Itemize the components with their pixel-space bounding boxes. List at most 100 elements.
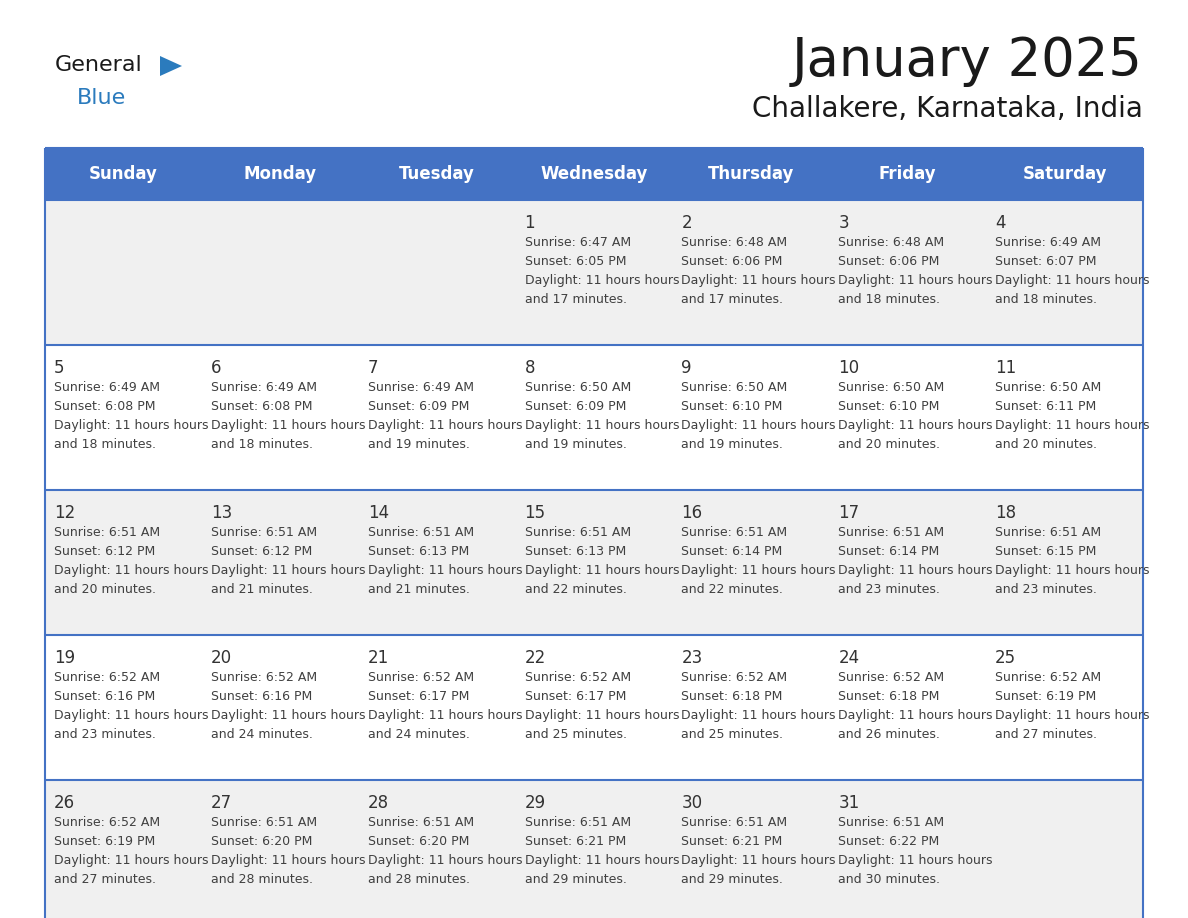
Text: 19: 19 xyxy=(53,649,75,667)
Text: and 19 minutes.: and 19 minutes. xyxy=(682,438,783,451)
Text: Sunset: 6:14 PM: Sunset: 6:14 PM xyxy=(839,545,940,558)
Text: and 18 minutes.: and 18 minutes. xyxy=(839,293,940,306)
Text: Sunset: 6:21 PM: Sunset: 6:21 PM xyxy=(682,835,783,848)
Text: Sunrise: 6:52 AM: Sunrise: 6:52 AM xyxy=(839,671,944,684)
Text: Daylight: 11 hours hours: Daylight: 11 hours hours xyxy=(210,419,366,432)
Text: Sunrise: 6:51 AM: Sunrise: 6:51 AM xyxy=(839,816,944,829)
Text: Daylight: 11 hours hours: Daylight: 11 hours hours xyxy=(839,564,993,577)
Text: Sunset: 6:15 PM: Sunset: 6:15 PM xyxy=(996,545,1097,558)
Text: Sunset: 6:20 PM: Sunset: 6:20 PM xyxy=(210,835,312,848)
Bar xyxy=(986,148,1143,200)
Text: Sunday: Sunday xyxy=(89,165,158,183)
Text: Sunset: 6:09 PM: Sunset: 6:09 PM xyxy=(525,400,626,413)
Text: Sunrise: 6:48 AM: Sunrise: 6:48 AM xyxy=(682,236,788,249)
Text: Daylight: 11 hours hours: Daylight: 11 hours hours xyxy=(996,564,1150,577)
Bar xyxy=(45,780,1143,918)
Text: Sunrise: 6:50 AM: Sunrise: 6:50 AM xyxy=(996,381,1101,394)
Text: Sunset: 6:14 PM: Sunset: 6:14 PM xyxy=(682,545,783,558)
Text: and 17 minutes.: and 17 minutes. xyxy=(682,293,783,306)
Text: January 2025: January 2025 xyxy=(792,35,1143,87)
Text: and 18 minutes.: and 18 minutes. xyxy=(53,438,156,451)
Text: Sunset: 6:18 PM: Sunset: 6:18 PM xyxy=(839,690,940,703)
Text: Sunset: 6:12 PM: Sunset: 6:12 PM xyxy=(210,545,312,558)
Text: 18: 18 xyxy=(996,504,1016,522)
Text: 13: 13 xyxy=(210,504,232,522)
Text: 17: 17 xyxy=(839,504,859,522)
Text: Sunset: 6:08 PM: Sunset: 6:08 PM xyxy=(53,400,156,413)
Text: Sunrise: 6:49 AM: Sunrise: 6:49 AM xyxy=(53,381,160,394)
Text: 12: 12 xyxy=(53,504,75,522)
Text: 15: 15 xyxy=(525,504,545,522)
Text: Sunrise: 6:47 AM: Sunrise: 6:47 AM xyxy=(525,236,631,249)
Text: and 26 minutes.: and 26 minutes. xyxy=(839,728,940,741)
Text: and 21 minutes.: and 21 minutes. xyxy=(368,583,469,596)
Text: Sunset: 6:21 PM: Sunset: 6:21 PM xyxy=(525,835,626,848)
Text: and 19 minutes.: and 19 minutes. xyxy=(525,438,626,451)
Bar xyxy=(45,635,1143,780)
Text: Monday: Monday xyxy=(244,165,317,183)
Text: 14: 14 xyxy=(368,504,388,522)
Text: and 28 minutes.: and 28 minutes. xyxy=(210,873,312,886)
Text: Sunset: 6:13 PM: Sunset: 6:13 PM xyxy=(368,545,469,558)
Text: Sunset: 6:12 PM: Sunset: 6:12 PM xyxy=(53,545,156,558)
Text: Daylight: 11 hours hours: Daylight: 11 hours hours xyxy=(210,709,366,722)
Text: Daylight: 11 hours hours: Daylight: 11 hours hours xyxy=(368,854,523,867)
Text: Sunset: 6:10 PM: Sunset: 6:10 PM xyxy=(839,400,940,413)
Text: Daylight: 11 hours hours: Daylight: 11 hours hours xyxy=(525,419,680,432)
Text: Daylight: 11 hours hours: Daylight: 11 hours hours xyxy=(839,709,993,722)
Text: and 25 minutes.: and 25 minutes. xyxy=(525,728,626,741)
Text: 1: 1 xyxy=(525,214,536,232)
Text: Sunset: 6:07 PM: Sunset: 6:07 PM xyxy=(996,255,1097,268)
Text: and 27 minutes.: and 27 minutes. xyxy=(996,728,1098,741)
Text: Sunrise: 6:49 AM: Sunrise: 6:49 AM xyxy=(996,236,1101,249)
Text: Daylight: 11 hours hours: Daylight: 11 hours hours xyxy=(682,709,836,722)
Text: Daylight: 11 hours hours: Daylight: 11 hours hours xyxy=(53,709,209,722)
Text: Sunrise: 6:51 AM: Sunrise: 6:51 AM xyxy=(525,526,631,539)
Text: Daylight: 11 hours hours: Daylight: 11 hours hours xyxy=(996,274,1150,287)
Text: and 25 minutes.: and 25 minutes. xyxy=(682,728,783,741)
Text: Sunset: 6:19 PM: Sunset: 6:19 PM xyxy=(996,690,1097,703)
Bar xyxy=(45,490,1143,635)
Text: Sunset: 6:13 PM: Sunset: 6:13 PM xyxy=(525,545,626,558)
Text: Sunrise: 6:51 AM: Sunrise: 6:51 AM xyxy=(210,526,317,539)
Text: Sunset: 6:11 PM: Sunset: 6:11 PM xyxy=(996,400,1097,413)
Text: Sunrise: 6:52 AM: Sunrise: 6:52 AM xyxy=(53,816,160,829)
Text: Daylight: 11 hours hours: Daylight: 11 hours hours xyxy=(996,709,1150,722)
Text: Daylight: 11 hours hours: Daylight: 11 hours hours xyxy=(996,419,1150,432)
Text: General: General xyxy=(55,55,143,75)
Text: and 24 minutes.: and 24 minutes. xyxy=(210,728,312,741)
Text: 29: 29 xyxy=(525,794,545,812)
Text: 20: 20 xyxy=(210,649,232,667)
Text: and 30 minutes.: and 30 minutes. xyxy=(839,873,940,886)
Text: Sunrise: 6:50 AM: Sunrise: 6:50 AM xyxy=(839,381,944,394)
Text: Daylight: 11 hours hours: Daylight: 11 hours hours xyxy=(682,854,836,867)
Text: Daylight: 11 hours hours: Daylight: 11 hours hours xyxy=(53,564,209,577)
Text: 2: 2 xyxy=(682,214,693,232)
Text: Sunset: 6:17 PM: Sunset: 6:17 PM xyxy=(525,690,626,703)
Text: Daylight: 11 hours hours: Daylight: 11 hours hours xyxy=(682,564,836,577)
Text: and 24 minutes.: and 24 minutes. xyxy=(368,728,469,741)
Text: Blue: Blue xyxy=(77,88,126,108)
Text: and 29 minutes.: and 29 minutes. xyxy=(525,873,626,886)
Text: Daylight: 11 hours hours: Daylight: 11 hours hours xyxy=(525,274,680,287)
Text: Daylight: 11 hours hours: Daylight: 11 hours hours xyxy=(839,274,993,287)
Text: 27: 27 xyxy=(210,794,232,812)
Text: Daylight: 11 hours hours: Daylight: 11 hours hours xyxy=(210,564,366,577)
Text: Sunset: 6:06 PM: Sunset: 6:06 PM xyxy=(839,255,940,268)
Text: Sunrise: 6:51 AM: Sunrise: 6:51 AM xyxy=(682,816,788,829)
Text: 9: 9 xyxy=(682,359,691,377)
Text: 21: 21 xyxy=(368,649,388,667)
Text: Daylight: 11 hours hours: Daylight: 11 hours hours xyxy=(682,274,836,287)
Text: Sunrise: 6:50 AM: Sunrise: 6:50 AM xyxy=(682,381,788,394)
Text: and 20 minutes.: and 20 minutes. xyxy=(53,583,156,596)
Text: Daylight: 11 hours hours: Daylight: 11 hours hours xyxy=(368,564,523,577)
Text: Friday: Friday xyxy=(879,165,936,183)
Text: Sunrise: 6:51 AM: Sunrise: 6:51 AM xyxy=(525,816,631,829)
Text: and 18 minutes.: and 18 minutes. xyxy=(210,438,312,451)
Text: Sunrise: 6:51 AM: Sunrise: 6:51 AM xyxy=(996,526,1101,539)
Text: Sunrise: 6:52 AM: Sunrise: 6:52 AM xyxy=(996,671,1101,684)
Text: Sunset: 6:19 PM: Sunset: 6:19 PM xyxy=(53,835,156,848)
Text: 23: 23 xyxy=(682,649,702,667)
Text: Sunrise: 6:50 AM: Sunrise: 6:50 AM xyxy=(525,381,631,394)
Text: 7: 7 xyxy=(368,359,378,377)
